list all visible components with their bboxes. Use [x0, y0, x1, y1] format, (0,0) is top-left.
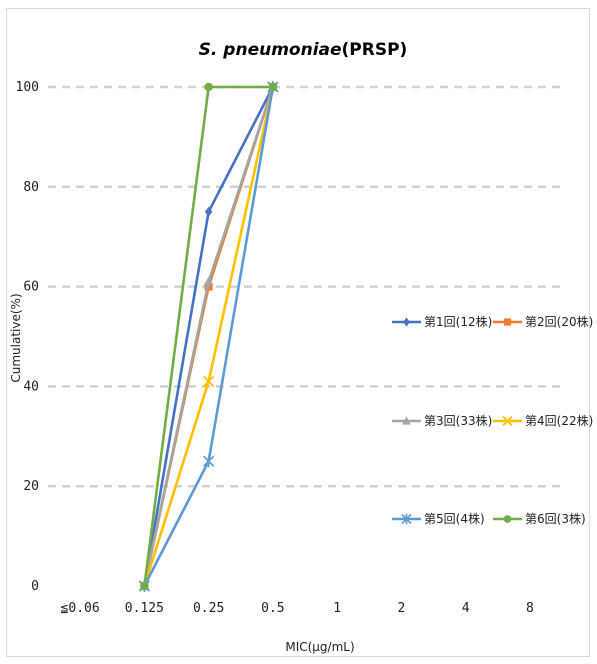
series-6	[140, 82, 278, 591]
legend-item: 第1回(12株)	[392, 314, 492, 329]
x-tick-label: 0.125	[125, 601, 164, 616]
x-tick-labels: ≦0.06 0.125 0.25 0.5 1 2 4 8	[61, 601, 534, 616]
series-layer	[138, 81, 279, 592]
data-point	[268, 82, 278, 92]
legend-item: 第6回(3株)	[493, 511, 586, 526]
legend-label: 第2回(20株)	[525, 314, 593, 329]
data-point	[202, 375, 215, 388]
x-axis-label: MIC(μg/mL)	[285, 640, 354, 654]
grid-layer	[48, 85, 562, 488]
y-axis-label: Cumulative(%)	[9, 293, 23, 382]
legend-label: 第4回(22株)	[525, 413, 593, 428]
legend-item: 第3回(33株)	[392, 413, 492, 428]
legend-item: 第4回(22株)	[493, 413, 593, 428]
data-point	[403, 317, 410, 327]
x-tick-label: ≦0.06	[61, 601, 100, 616]
x-tick-label: 0.5	[261, 601, 284, 616]
y-tick-labels: 0 20 40 60 80 100	[16, 80, 39, 594]
legend-label: 第3回(33株)	[424, 413, 492, 428]
x-tick-label: 8	[526, 601, 534, 616]
chart-title: S. pneumoniae(PRSP)	[199, 40, 408, 60]
legend-label: 第6回(3株)	[525, 511, 586, 526]
data-point	[503, 318, 512, 326]
legend-item: 第2回(20株)	[493, 314, 593, 329]
data-point	[402, 416, 411, 425]
x-tick-label: 4	[462, 601, 470, 616]
x-tick-label: 1	[333, 601, 341, 616]
x-tick-label: 2	[397, 601, 405, 616]
y-tick-label: 0	[31, 579, 39, 594]
x-tick-label: 0.25	[193, 601, 224, 616]
legend: 第1回(12株) 第2回(20株) 第3回(33株) 第4回(22株) 第5回(4株) 第…	[392, 314, 593, 526]
legend-label: 第5回(4株)	[424, 511, 485, 526]
y-tick-label: 100	[16, 80, 39, 95]
chart-frame	[6, 8, 590, 657]
data-point	[204, 206, 213, 217]
y-tick-label: 60	[23, 280, 39, 295]
legend-label: 第1回(12株)	[424, 314, 492, 329]
legend-item: 第5回(4株)	[392, 511, 485, 526]
y-tick-label: 20	[23, 479, 39, 494]
data-point	[401, 513, 412, 525]
data-point	[203, 455, 215, 468]
y-tick-label: 80	[23, 180, 39, 195]
data-point	[502, 415, 513, 427]
data-point	[140, 581, 149, 591]
chart-title-italic: S. pneumoniae	[199, 40, 342, 60]
y-tick-label: 40	[23, 379, 39, 394]
data-point	[203, 276, 214, 286]
data-point	[204, 82, 213, 92]
chart-title-rest: (PRSP)	[342, 40, 408, 60]
data-point	[503, 515, 512, 523]
